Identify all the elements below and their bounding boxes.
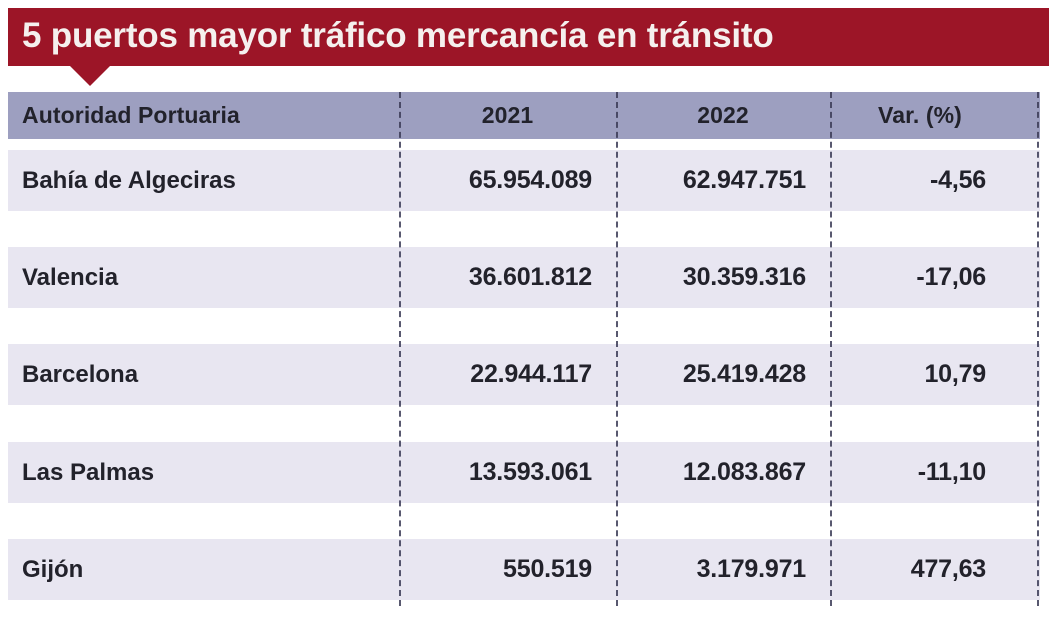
column-header-variation: Var. (%) — [878, 102, 962, 128]
cell-variation: -17,06 — [916, 263, 986, 291]
cell-authority: Valencia — [22, 263, 119, 291]
ports-table: Autoridad Portuaria 2021 2022 Var. (%) B… — [8, 92, 1040, 606]
cell-authority: Las Palmas — [22, 458, 155, 486]
column-divider — [616, 92, 618, 606]
cell-2022: 30.359.316 — [682, 263, 806, 291]
cell-2021: 13.593.061 — [468, 458, 592, 486]
table-row: Gijón 550.519 3.179.971 477,63 — [8, 539, 1040, 600]
cell-authority: Bahía de Algeciras — [22, 166, 236, 194]
cell-2021: 65.954.089 — [468, 166, 592, 194]
banner-notch-triangle — [70, 66, 110, 86]
cell-2021: 550.519 — [503, 555, 592, 583]
cell-variation: 10,79 — [924, 360, 986, 388]
column-divider — [399, 92, 401, 606]
table-row: Barcelona 22.944.117 25.419.428 10,79 — [8, 344, 1040, 405]
cell-authority: Gijón — [22, 555, 84, 583]
cell-2022: 25.419.428 — [682, 360, 806, 388]
table-row: Valencia 36.601.812 30.359.316 -17,06 — [8, 247, 1040, 308]
cell-variation: 477,63 — [910, 555, 986, 583]
column-divider — [830, 92, 832, 606]
cell-2021: 36.601.812 — [468, 263, 592, 291]
column-header-2022: 2022 — [697, 102, 749, 128]
cell-2021: 22.944.117 — [470, 360, 592, 388]
table-row: Las Palmas 13.593.061 12.083.867 -11,10 — [8, 442, 1040, 503]
cell-variation: -11,10 — [917, 458, 987, 486]
cell-2022: 3.179.971 — [696, 555, 807, 583]
column-header-authority: Autoridad Portuaria — [22, 102, 240, 128]
cell-2022: 62.947.751 — [682, 166, 806, 194]
column-header-2021: 2021 — [481, 102, 534, 128]
cell-variation: -4,56 — [930, 166, 986, 194]
table-row: Bahía de Algeciras 65.954.089 62.947.751… — [8, 150, 1040, 211]
cell-2022: 12.083.867 — [682, 458, 806, 486]
cell-authority: Barcelona — [22, 360, 139, 388]
column-divider — [1037, 92, 1039, 606]
page-title: 5 puertos mayor tráfico mercancía en trá… — [22, 16, 774, 56]
title-banner: 5 puertos mayor tráfico mercancía en trá… — [8, 8, 1049, 66]
table-header-row: Autoridad Portuaria 2021 2022 Var. (%) — [8, 92, 1040, 139]
